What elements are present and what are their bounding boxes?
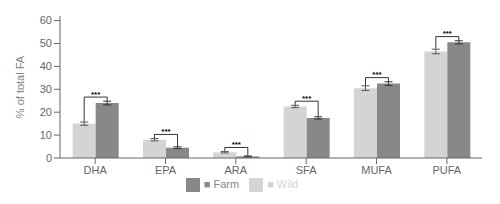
svg-text:***: ***	[91, 90, 101, 99]
svg-text:***: ***	[372, 70, 382, 79]
svg-text:10: 10	[40, 129, 52, 141]
svg-text:60: 60	[40, 14, 52, 26]
svg-text:DHA: DHA	[84, 164, 108, 176]
svg-text:30: 30	[40, 83, 52, 95]
svg-text:***: ***	[232, 140, 242, 149]
svg-text:20: 20	[40, 106, 52, 118]
svg-text:PUFA: PUFA	[432, 164, 461, 176]
svg-text:MUFA: MUFA	[361, 164, 392, 176]
svg-text:***: ***	[443, 29, 453, 38]
html-text:■ Farm: ■ Farm	[203, 178, 240, 190]
html-text:■ Wild: ■ Wild	[267, 178, 299, 190]
svg-text:***: ***	[161, 127, 171, 136]
svg-text:0: 0	[46, 152, 52, 164]
svg-text:SFA: SFA	[296, 164, 317, 176]
svg-text:40: 40	[40, 60, 52, 72]
svg-text:ARA: ARA	[225, 164, 248, 176]
svg-text:EPA: EPA	[155, 164, 177, 176]
svg-text:***: ***	[302, 94, 312, 103]
svg-text:% of total FA: % of total FA	[14, 55, 26, 118]
svg-text:50: 50	[40, 37, 52, 49]
